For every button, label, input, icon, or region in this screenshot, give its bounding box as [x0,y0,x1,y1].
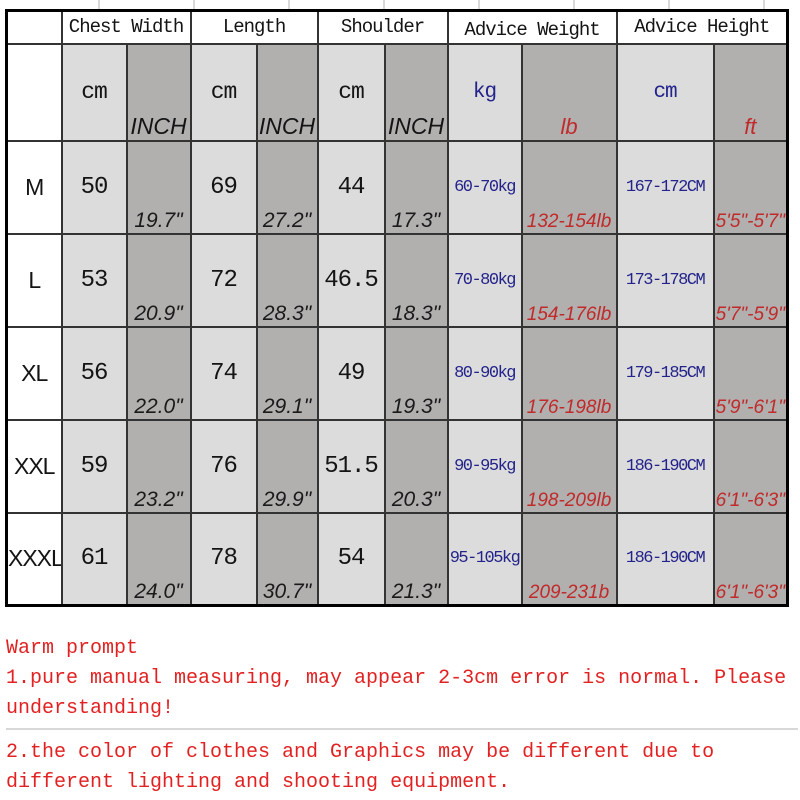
header-row-units: cm INCH cm INCH cm INCH kg lb cm ft [5,42,789,142]
m-length-cm: 69 [189,139,258,235]
l-shoulder-inch: 18.3" [383,232,449,328]
notes-title: Warm prompt [6,637,139,660]
size-label-l: L [5,232,63,328]
xxl-chest-cm: 59 [60,418,128,514]
xxxl-height-cm: 186-190CM [615,511,715,607]
size-row-xl: XL 56 22.0" 74 29.1" 49 19.3" 80-90kg 17… [5,325,789,421]
xl-shoulder-inch: 19.3" [383,325,449,421]
header-shoulder: Shoulder [316,9,449,45]
xl-chest-cm: 56 [60,325,128,421]
corner-cell-2 [5,42,63,142]
header-chest-width: Chest Width [60,9,192,45]
xl-weight-lb: 176-198lb [520,325,618,421]
xl-chest-inch: 22.0" [125,325,192,421]
xxl-height-ft: 6'1"-6'3" [712,418,789,514]
m-height-cm: 167-172CM [615,139,715,235]
note-2-line-1: 2.the color of clothes and Graphics may … [6,741,715,764]
xxxl-chest-cm: 61 [60,511,128,607]
xxxl-shoulder-cm: 54 [316,511,386,607]
size-label-xxxl: XXXL [5,511,63,607]
unit-length-cm: cm [189,42,258,142]
xxxl-height-ft: 6'1"-6'3" [712,511,789,607]
note-1-line-1: 1.pure manual measuring, may appear 2-3c… [6,667,787,690]
l-height-ft: 5'7"-5'9" [712,232,789,328]
xxl-shoulder-cm: 51.5 [316,418,386,514]
l-length-inch: 28.3" [255,232,319,328]
m-shoulder-cm: 44 [316,139,386,235]
l-weight-lb: 154-176lb [520,232,618,328]
unit-length-inch: INCH [255,42,319,142]
xxxl-chest-inch: 24.0" [125,511,192,607]
m-weight-lb: 132-154lb [520,139,618,235]
xxl-shoulder-inch: 20.3" [383,418,449,514]
header-row-groups: Chest Width Length Shoulder Advice Weigh… [5,9,789,45]
background-gridlines [5,0,787,9]
m-chest-cm: 50 [60,139,128,235]
note-1-line-2: understanding! [6,697,175,720]
xl-length-inch: 29.1" [255,325,319,421]
l-height-cm: 173-178CM [615,232,715,328]
l-shoulder-cm: 46.5 [316,232,386,328]
size-label-xxl: XXL [5,418,63,514]
m-length-inch: 27.2" [255,139,319,235]
xxxl-shoulder-inch: 21.3" [383,511,449,607]
size-label-m: M [5,139,63,235]
divider-line [6,728,798,730]
note-2-line-2: different lighting and shooting equipmen… [6,771,511,794]
xxl-height-cm: 186-190CM [615,418,715,514]
l-weight-kg: 70-80kg [446,232,523,328]
xxxl-length-inch: 30.7" [255,511,319,607]
xxl-length-inch: 29.9" [255,418,319,514]
l-length-cm: 72 [189,232,258,328]
unit-chest-inch: INCH [125,42,192,142]
xxxl-weight-kg: 95-105kg [446,511,523,607]
xxl-weight-lb: 198-209lb [520,418,618,514]
unit-shoulder-cm: cm [316,42,386,142]
unit-weight-lb: lb [520,42,618,142]
xl-shoulder-cm: 49 [316,325,386,421]
xl-height-ft: 5'9"-6'1" [712,325,789,421]
xxl-length-cm: 76 [189,418,258,514]
xxxl-length-cm: 78 [189,511,258,607]
xxl-chest-inch: 23.2" [125,418,192,514]
size-row-xxxl: XXXL 61 24.0" 78 30.7" 54 21.3" 95-105kg… [5,511,789,607]
unit-shoulder-inch: INCH [383,42,449,142]
m-height-ft: 5'5"-5'7" [712,139,789,235]
size-label-xl: XL [5,325,63,421]
size-row-xxl: XXL 59 23.2" 76 29.9" 51.5 20.3" 90-95kg… [5,418,789,514]
size-chart-table: Chest Width Length Shoulder Advice Weigh… [5,9,790,607]
header-length: Length [189,9,319,45]
m-chest-inch: 19.7" [125,139,192,235]
xl-length-cm: 74 [189,325,258,421]
xl-weight-kg: 80-90kg [446,325,523,421]
xl-height-cm: 179-185CM [615,325,715,421]
size-row-l: L 53 20.9" 72 28.3" 46.5 18.3" 70-80kg 1… [5,232,789,328]
l-chest-cm: 53 [60,232,128,328]
unit-height-cm: cm [615,42,715,142]
header-advice-height: Advice Height [615,9,789,45]
size-row-m: M 50 19.7" 69 27.2" 44 17.3" 60-70kg 132… [5,139,789,235]
corner-cell [5,9,63,45]
unit-weight-kg: kg [446,42,523,142]
m-shoulder-inch: 17.3" [383,139,449,235]
unit-chest-cm: cm [60,42,128,142]
warm-prompt-notes: Warm prompt 1.pure manual measuring, may… [6,634,798,800]
l-chest-inch: 20.9" [125,232,192,328]
header-advice-weight: Advice Weight [446,9,618,45]
m-weight-kg: 60-70kg [446,139,523,235]
xxl-weight-kg: 90-95kg [446,418,523,514]
unit-height-ft: ft [712,42,789,142]
xxxl-weight-lb: 209-231b [520,511,618,607]
